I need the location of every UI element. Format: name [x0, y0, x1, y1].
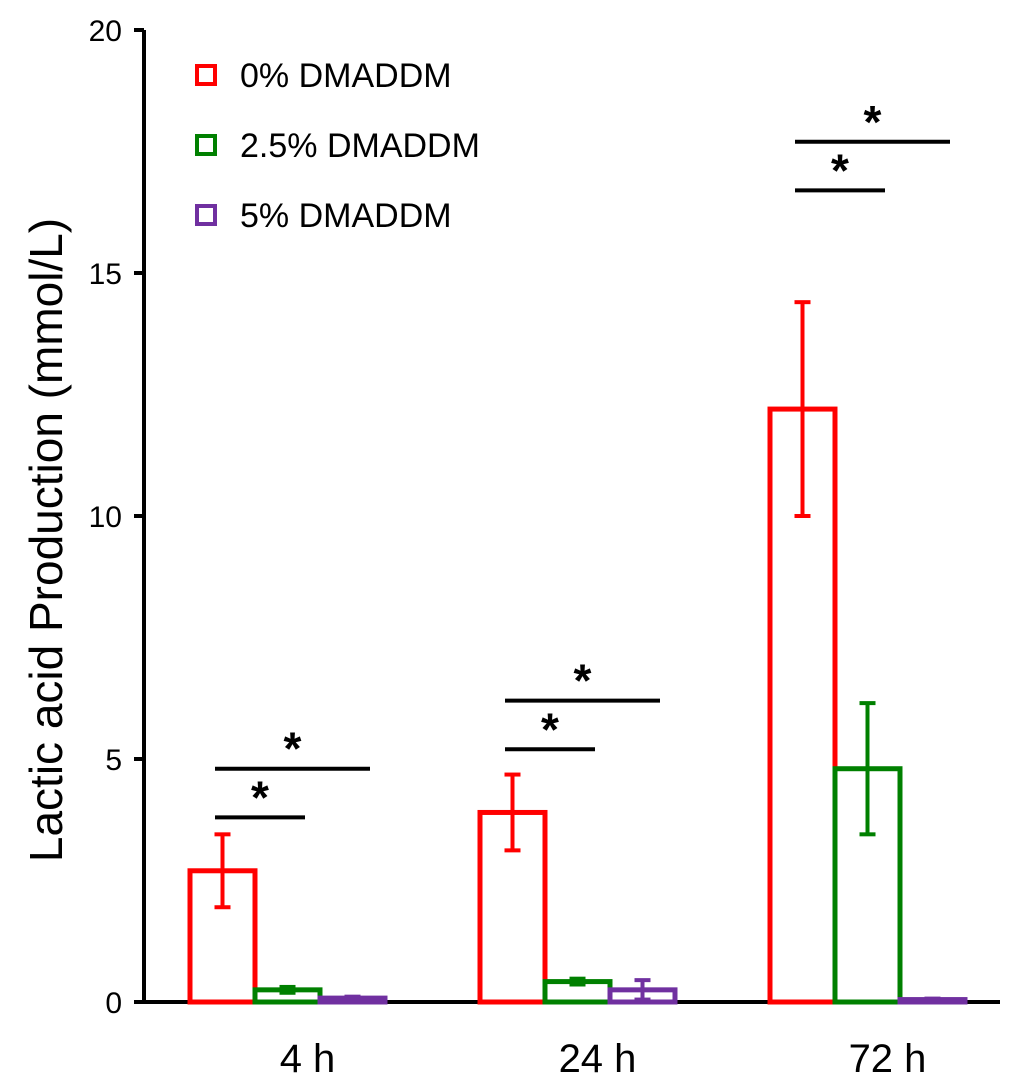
legend-swatch-2.5% DMADDM	[195, 134, 217, 156]
legend: 0% DMADDM 2.5% DMADDM 5% DMADDM	[195, 57, 480, 235]
legend-label-2.5% DMADDM: 2.5% DMADDM	[240, 127, 480, 165]
y-tick-label-10: 10	[89, 501, 122, 534]
significance-star-1: *	[284, 723, 302, 775]
y-tick-label-5: 5	[105, 744, 122, 777]
significance-star-0: *	[251, 771, 269, 823]
significance-star-4: *	[831, 144, 849, 196]
bars: 4 h 24 h 72 h	[187, 300, 968, 1081]
legend-label-5% DMADDM: 5% DMADDM	[240, 197, 452, 235]
y-tick-label-15: 15	[89, 258, 122, 291]
y-tick-label-20: 20	[89, 15, 122, 48]
legend-swatch-0% DMADDM	[195, 64, 217, 86]
category-label-24 h: 24 h	[559, 1037, 637, 1081]
y-axis-label: Lactic acid Production (mmol/L)	[20, 218, 72, 862]
significance-star-5: *	[864, 96, 882, 148]
significance-star-3: *	[574, 655, 592, 707]
category-label-72 h: 72 h	[849, 1037, 927, 1081]
legend-swatch-5% DMADDM	[195, 204, 217, 226]
y-tick-label-0: 0	[105, 987, 122, 1020]
legend-label-0% DMADDM: 0% DMADDM	[240, 57, 452, 95]
significance-markers: * * * * * *	[215, 96, 950, 823]
significance-star-2: *	[541, 703, 559, 755]
category-label-4 h: 4 h	[280, 1037, 336, 1081]
